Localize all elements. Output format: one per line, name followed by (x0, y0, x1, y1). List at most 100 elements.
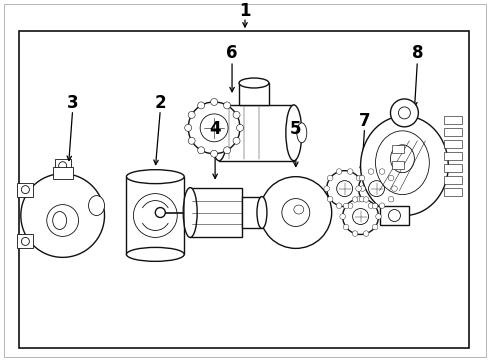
Circle shape (200, 114, 228, 142)
Circle shape (197, 147, 205, 154)
Circle shape (356, 175, 362, 181)
Circle shape (282, 199, 310, 226)
Bar (190, 188, 242, 238)
Circle shape (398, 107, 411, 119)
Circle shape (233, 111, 240, 118)
Ellipse shape (297, 123, 307, 143)
Bar (444, 116, 462, 124)
Circle shape (379, 169, 385, 174)
Circle shape (211, 150, 218, 157)
Circle shape (237, 124, 244, 131)
Circle shape (327, 171, 363, 207)
Circle shape (391, 99, 418, 127)
Bar (392, 161, 404, 169)
Circle shape (368, 169, 374, 174)
Ellipse shape (89, 195, 104, 216)
Circle shape (356, 196, 362, 202)
Circle shape (22, 238, 29, 246)
Circle shape (340, 214, 345, 219)
Circle shape (233, 137, 240, 144)
Circle shape (372, 224, 378, 230)
Circle shape (155, 208, 165, 217)
Bar (444, 188, 462, 195)
Ellipse shape (361, 116, 448, 216)
Bar (55, 159, 71, 173)
Text: 4: 4 (209, 120, 221, 138)
Ellipse shape (391, 145, 415, 173)
Circle shape (392, 186, 397, 192)
Circle shape (133, 194, 177, 238)
Circle shape (359, 175, 365, 181)
Circle shape (22, 186, 29, 194)
Circle shape (372, 203, 378, 209)
Circle shape (359, 196, 365, 202)
Circle shape (337, 181, 353, 197)
Text: 7: 7 (359, 112, 370, 130)
Bar (219, 105, 294, 161)
Ellipse shape (211, 105, 227, 161)
Ellipse shape (294, 205, 304, 214)
Ellipse shape (375, 131, 429, 195)
Circle shape (211, 98, 218, 105)
Bar (444, 128, 462, 136)
Text: 3: 3 (67, 94, 78, 112)
Circle shape (223, 147, 231, 154)
Bar (239, 83, 269, 105)
Text: 6: 6 (226, 44, 238, 62)
Circle shape (347, 169, 353, 174)
Circle shape (368, 203, 374, 208)
Circle shape (327, 175, 333, 181)
Circle shape (336, 203, 342, 208)
Bar (392, 145, 404, 153)
Bar (444, 140, 462, 148)
Text: 1: 1 (239, 2, 251, 20)
Circle shape (379, 203, 385, 208)
Ellipse shape (257, 197, 267, 229)
Ellipse shape (183, 188, 197, 238)
Circle shape (359, 171, 394, 207)
Circle shape (185, 124, 192, 131)
Circle shape (363, 197, 369, 202)
Bar (380, 206, 410, 225)
Circle shape (388, 175, 394, 181)
Circle shape (376, 214, 381, 219)
Circle shape (197, 102, 205, 109)
Bar (444, 152, 462, 160)
Ellipse shape (53, 212, 67, 229)
Bar (53, 167, 73, 179)
Circle shape (352, 231, 358, 237)
Circle shape (388, 196, 394, 202)
Circle shape (21, 174, 104, 257)
Circle shape (336, 169, 342, 174)
Bar (444, 164, 462, 172)
Circle shape (343, 199, 378, 234)
Circle shape (327, 196, 333, 202)
Circle shape (360, 186, 366, 192)
Bar (18, 183, 33, 197)
Bar (242, 197, 262, 229)
Circle shape (363, 231, 369, 237)
Ellipse shape (239, 78, 269, 88)
Text: 8: 8 (412, 44, 423, 62)
Circle shape (353, 208, 368, 225)
Text: 5: 5 (290, 120, 301, 138)
Bar (444, 176, 462, 184)
Circle shape (356, 186, 362, 192)
Circle shape (347, 203, 353, 208)
Ellipse shape (126, 170, 184, 184)
Circle shape (343, 224, 349, 230)
Circle shape (59, 162, 67, 170)
Circle shape (47, 204, 78, 237)
Circle shape (188, 102, 240, 154)
Ellipse shape (126, 247, 184, 261)
Bar (18, 234, 33, 248)
Circle shape (368, 181, 385, 197)
Circle shape (352, 197, 358, 202)
Bar (19, 31, 469, 348)
Circle shape (343, 203, 349, 209)
Circle shape (389, 210, 400, 221)
Circle shape (188, 111, 195, 118)
Circle shape (188, 137, 195, 144)
Bar (126, 177, 184, 255)
Ellipse shape (286, 105, 302, 161)
